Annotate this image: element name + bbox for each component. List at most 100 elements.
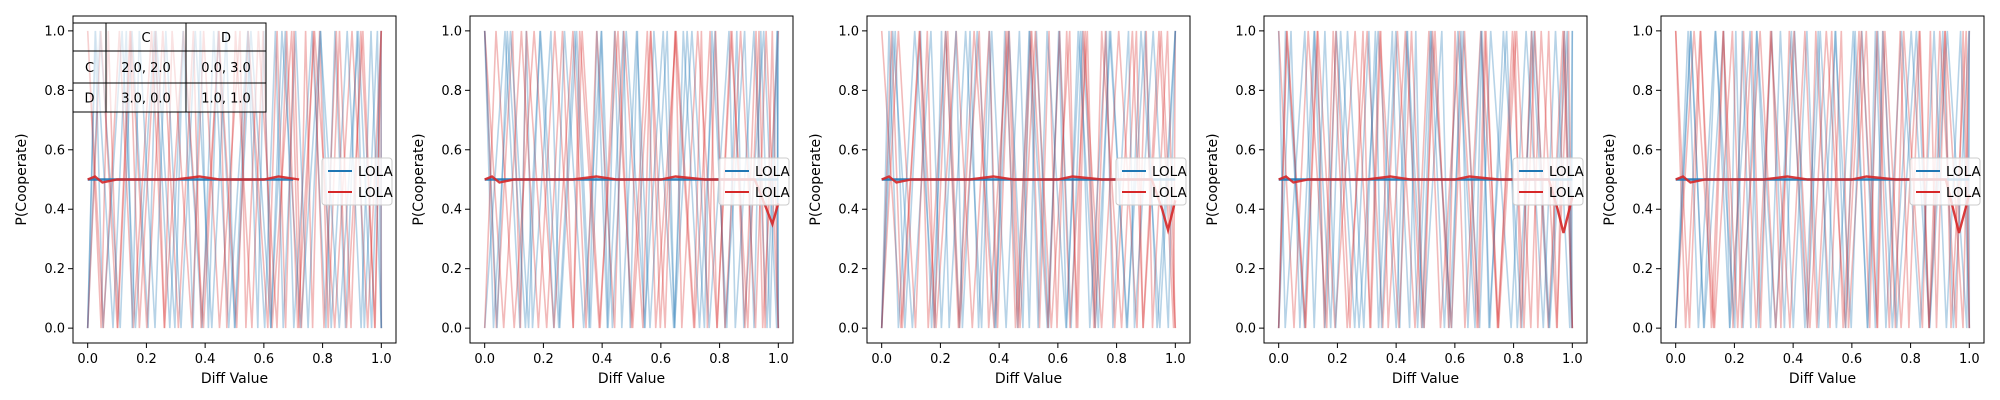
x-tick-label: 0.8 (1900, 352, 1921, 367)
table-cell: 2.0, 2.0 (121, 61, 171, 76)
legend-box (718, 157, 790, 206)
x-tick-label: 0.0 (1665, 352, 1686, 367)
y-tick-label: 0.4 (1632, 203, 1653, 218)
legend-label: LOLA (755, 185, 790, 201)
legend-label: LOLA (358, 185, 393, 201)
x-tick-label: 0.0 (474, 352, 495, 367)
y-tick-label: 0.4 (44, 203, 65, 218)
x-tick-label: 0.0 (77, 352, 98, 367)
y-tick-label: 0.8 (1235, 84, 1256, 99)
subplot-3: 0.0 0.2 0.4 0.6 0.8 1.0 0.0 0.2 0.4 0.6 0.8 1.0 Diff… (808, 15, 1191, 387)
y-tick-label: 0.0 (838, 322, 859, 337)
axes-frame (72, 15, 397, 344)
x-axis-label: Diff Value (995, 371, 1062, 387)
y-axis-label: P(Cooperate) (1602, 133, 1618, 225)
x-tick-label: 0.6 (651, 352, 672, 367)
subplot-1: 0.0 0.2 0.4 0.6 0.8 1.0 0.0 0.2 0.4 0.6 0.8 1.0 Diff… (14, 15, 397, 387)
x-tick-label: 0.8 (312, 352, 333, 367)
x-tick-label: 1.0 (371, 352, 392, 367)
legend-label: LOLA (1152, 164, 1187, 180)
oscillation-trace (1674, 30, 1971, 329)
y-axis-label: P(Cooperate) (14, 133, 30, 225)
series-line-2 (87, 175, 300, 184)
y-tick-label: 1.0 (441, 24, 462, 39)
oscillation-trace (86, 30, 383, 329)
legend-label: LOLA (1549, 185, 1584, 201)
axes-frame (866, 15, 1191, 344)
table-row-header: D (84, 92, 94, 107)
x-tick-label: 0.4 (1783, 352, 1804, 367)
x-tick-label: 0.4 (592, 352, 613, 367)
table-frame (72, 22, 267, 113)
legend: LOLA LOLA (718, 157, 790, 206)
y-tick-label: 0.8 (838, 84, 859, 99)
legend-label: LOLA (1946, 164, 1981, 180)
subplot-4: 0.0 0.2 0.4 0.6 0.8 1.0 0.0 0.2 0.4 0.6 0.8 1.0 Diff… (1205, 15, 1588, 387)
x-axis-label: Diff Value (201, 371, 268, 387)
payoff-table: C D C 2.0, 2.0 0.0, 3.0 D 3.0, 0.0 1.0, 1.0 (72, 22, 267, 113)
y-tick-label: 0.6 (44, 143, 65, 158)
oscillation-trace (1674, 30, 1971, 329)
axes-frame (1263, 15, 1588, 344)
x-axis-label: Diff Value (1789, 371, 1856, 387)
oscillation-trace (880, 30, 1177, 329)
y-tick-label: 0.8 (441, 84, 462, 99)
x-tick-label: 0.6 (1842, 352, 1863, 367)
legend-label: LOLA (1152, 185, 1187, 201)
x-axis-label: Diff Value (1392, 371, 1459, 387)
table-col-header: C (141, 31, 150, 46)
legend-box (321, 157, 393, 206)
legend-box (1909, 157, 1981, 206)
x-tick-label: 1.0 (1165, 352, 1186, 367)
y-tick-label: 0.2 (838, 262, 859, 277)
y-tick-label: 0.2 (44, 262, 65, 277)
x-tick-label: 0.0 (1268, 352, 1289, 367)
legend-label: LOLA (1946, 185, 1981, 201)
y-tick-label: 0.0 (1235, 322, 1256, 337)
x-tick-label: 0.2 (136, 352, 157, 367)
y-tick-label: 0.6 (1235, 143, 1256, 158)
y-tick-label: 0.2 (1632, 262, 1653, 277)
axes-frame (469, 15, 794, 344)
oscillation-trace (86, 30, 383, 329)
y-axis-label: P(Cooperate) (1205, 133, 1221, 225)
table-row-header: C (85, 61, 94, 76)
y-tick-label: 0.0 (441, 322, 462, 337)
oscillation-trace (483, 30, 780, 329)
x-tick-label: 1.0 (1959, 352, 1980, 367)
oscillation-trace (1277, 30, 1574, 329)
x-tick-label: 1.0 (1562, 352, 1583, 367)
x-axis-label: Diff Value (598, 371, 665, 387)
table-col-header: D (221, 31, 231, 46)
y-tick-label: 0.2 (441, 262, 462, 277)
legend-box (1115, 157, 1187, 206)
y-tick-label: 0.6 (838, 143, 859, 158)
x-tick-label: 0.2 (930, 352, 951, 367)
x-tick-label: 0.4 (1386, 352, 1407, 367)
y-tick-label: 0.0 (1632, 322, 1653, 337)
subplot-2: 0.0 0.2 0.4 0.6 0.8 1.0 0.0 0.2 0.4 0.6 0.8 1.0 Diff… (411, 15, 794, 387)
subplot-5: 0.0 0.2 0.4 0.6 0.8 1.0 0.0 0.2 0.4 0.6 0.8 1.0 Diff… (1602, 15, 1985, 387)
x-tick-label: 0.2 (1724, 352, 1745, 367)
oscillation-trace (1277, 30, 1574, 329)
x-tick-label: 1.0 (768, 352, 789, 367)
y-tick-label: 0.4 (441, 203, 462, 218)
x-tick-label: 0.4 (989, 352, 1010, 367)
y-tick-label: 1.0 (44, 24, 65, 39)
x-tick-label: 0.6 (1048, 352, 1069, 367)
legend-label: LOLA (358, 164, 393, 180)
x-tick-label: 0.8 (709, 352, 730, 367)
legend: LOLA LOLA (1115, 157, 1187, 206)
legend: LOLA LOLA (1512, 157, 1584, 206)
y-axis-label: P(Cooperate) (411, 133, 427, 225)
table-cell: 3.0, 0.0 (121, 92, 171, 107)
y-tick-label: 1.0 (1632, 24, 1653, 39)
legend-label: LOLA (755, 164, 790, 180)
oscillation-trace (880, 30, 1177, 329)
y-axis-label: P(Cooperate) (808, 133, 824, 225)
oscillation-trace (483, 30, 780, 329)
legend: LOLA LOLA (1909, 157, 1981, 206)
y-tick-label: 1.0 (1235, 24, 1256, 39)
table-cell: 1.0, 1.0 (201, 92, 251, 107)
oscillation-trace (880, 30, 1177, 329)
